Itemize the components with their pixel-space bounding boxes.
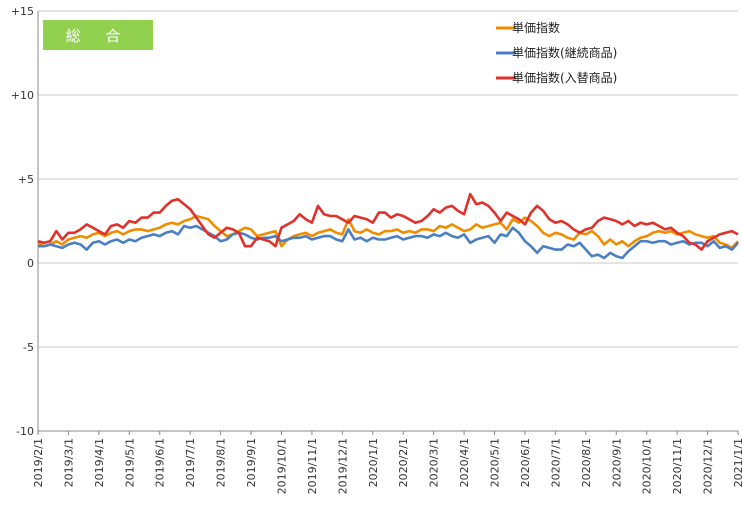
y-tick-label: 0 <box>27 257 34 270</box>
y-tick-label: +5 <box>18 173 34 186</box>
x-tick-label: 2019/3/1 <box>62 438 75 487</box>
x-tick-label: 2020/5/1 <box>489 438 502 487</box>
x-tick-label: 2020/8/1 <box>580 438 593 487</box>
series-line-0 <box>37 214 739 250</box>
x-tick-label: 2019/9/1 <box>245 438 258 487</box>
x-tick-label: 2020/3/1 <box>428 438 441 487</box>
y-tick-label: -10 <box>16 425 34 438</box>
x-tick-label: 2019/7/1 <box>184 438 197 487</box>
x-tick-label: 2020/7/1 <box>549 438 562 487</box>
y-tick-label: -5 <box>23 341 34 354</box>
x-tick-label: 2020/2/1 <box>397 438 410 487</box>
x-tick-label: 2019/12/1 <box>336 438 349 494</box>
x-tick-label: 2019/6/1 <box>154 438 167 487</box>
category-badge-label: 総 合 <box>65 26 131 45</box>
series-line-1 <box>38 224 739 260</box>
x-tick-label: 2020/10/1 <box>641 438 654 494</box>
x-tick-label: 2019/2/1 <box>32 438 45 487</box>
x-tick-label: 2019/10/1 <box>275 438 288 494</box>
x-tick-label: 2019/5/1 <box>123 438 136 487</box>
legend-label: 単価指数(入替商品) <box>512 70 617 85</box>
series-lines <box>37 192 739 260</box>
y-tick-label: +15 <box>11 5 34 18</box>
x-tick-label: 2020/4/1 <box>458 438 471 487</box>
x-tick-label: 2019/11/1 <box>306 438 319 494</box>
x-tick-label: 2020/6/1 <box>519 438 532 487</box>
category-badge: 総 合 <box>43 20 153 50</box>
x-tick-label: 2020/12/1 <box>702 438 715 494</box>
x-tick-label: 2021/1/1 <box>732 438 742 487</box>
y-tick-label: +10 <box>11 89 34 102</box>
x-tick-label: 2020/11/1 <box>671 438 684 494</box>
x-axis-ticks: 2019/2/1 2019/3/1 2019/4/1 2019/5/1 2019/6/1… <box>32 431 742 494</box>
y-axis-ticks: +15 +10 +5 0 -5 -10 <box>11 5 34 438</box>
gridlines <box>37 10 738 432</box>
legend-label: 単価指数(継続商品) <box>512 45 617 60</box>
series-line-2 <box>37 192 739 251</box>
x-tick-label: 2020/9/1 <box>610 438 623 487</box>
legend-label: 単価指数 <box>512 20 560 35</box>
x-tick-label: 2019/8/1 <box>215 438 228 487</box>
x-tick-label: 2020/1/1 <box>367 438 380 487</box>
x-tick-label: 2019/4/1 <box>93 438 106 487</box>
